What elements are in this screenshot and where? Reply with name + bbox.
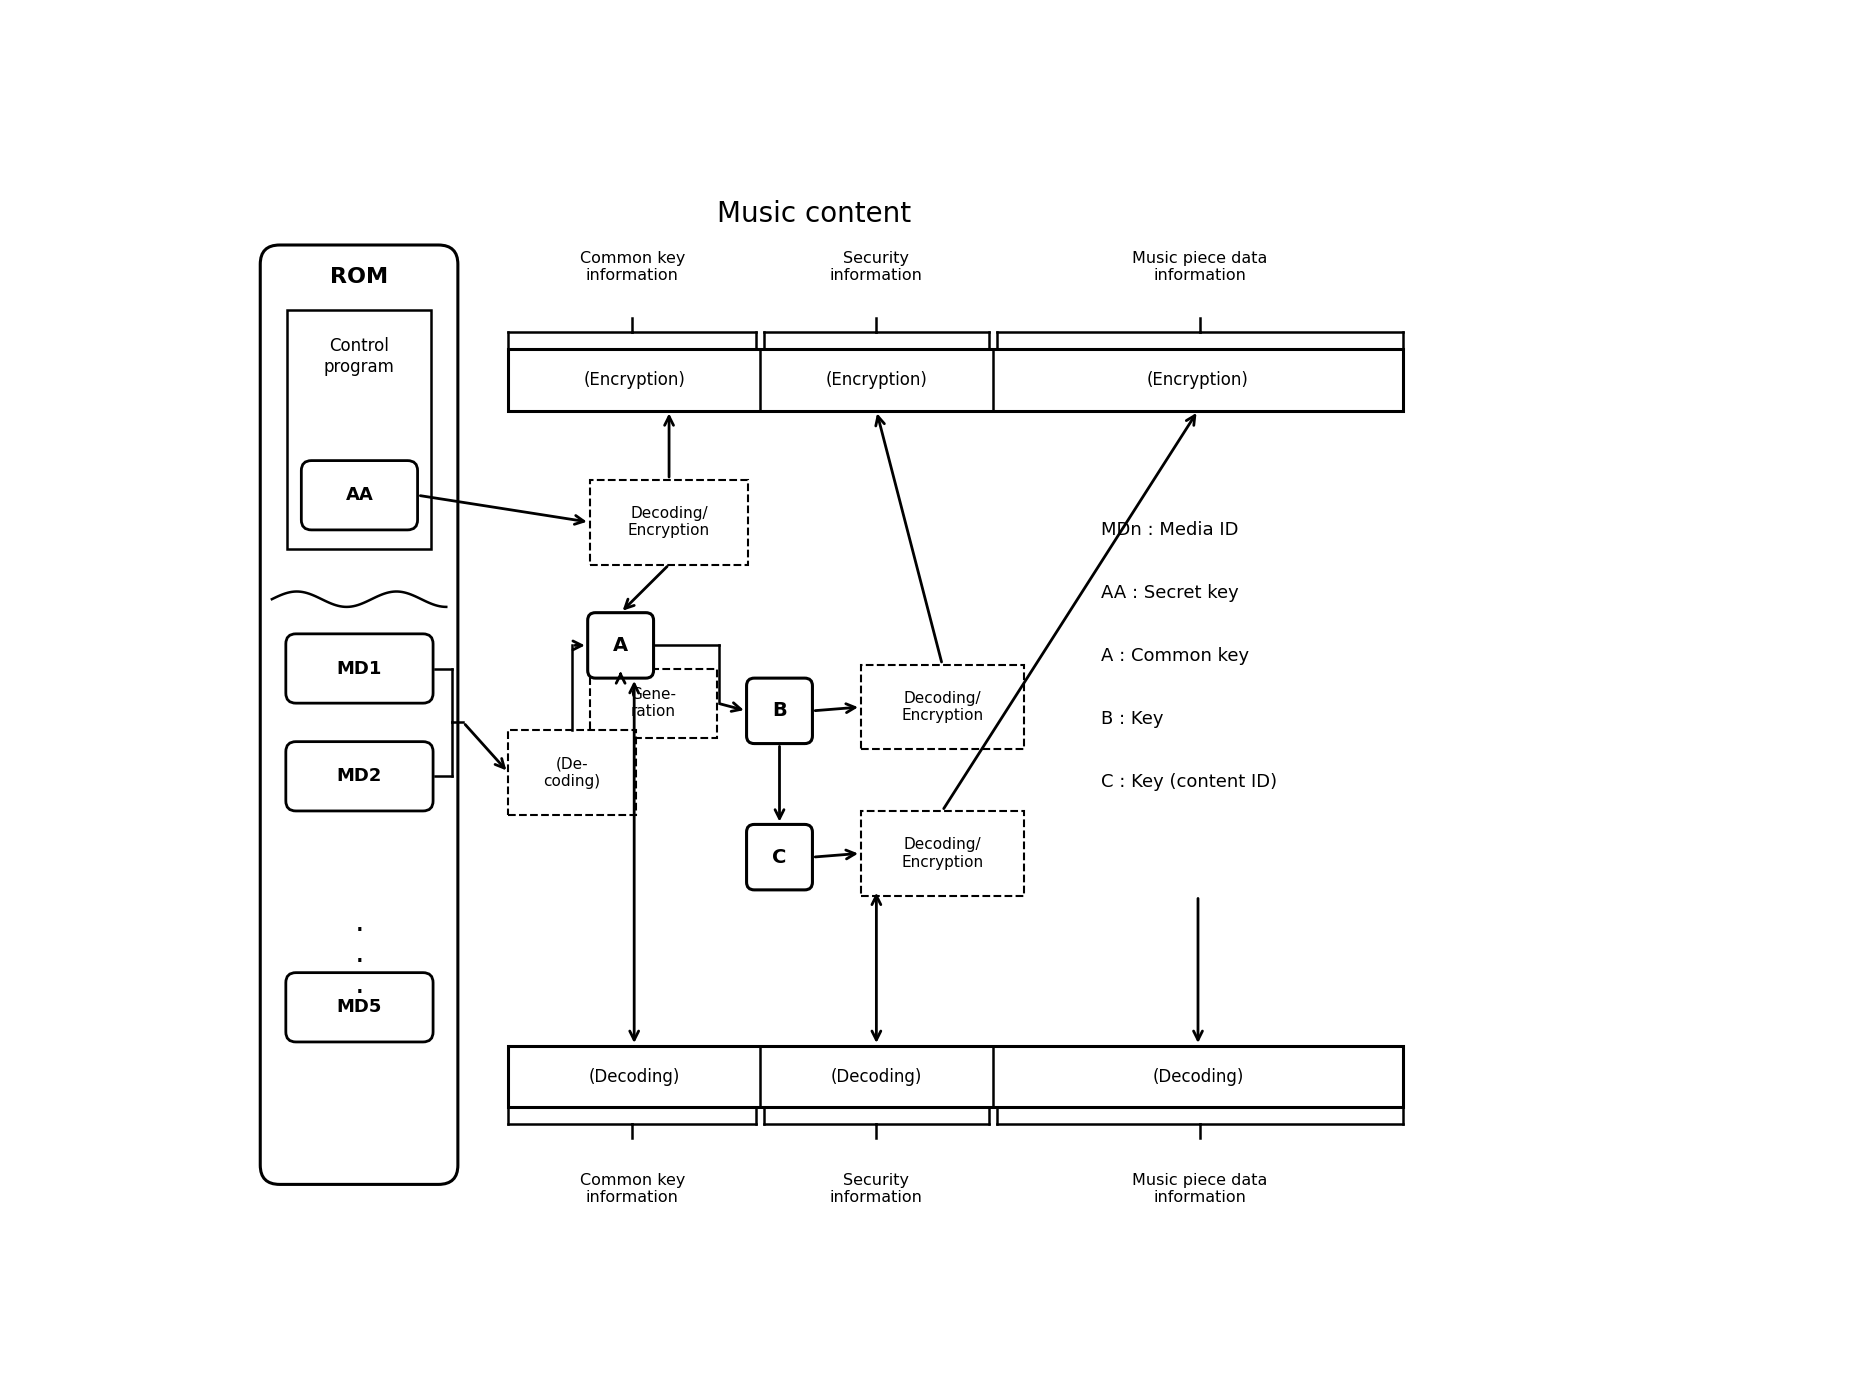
FancyBboxPatch shape [746,825,813,890]
Text: Gene-
ration: Gene- ration [630,687,677,720]
Text: B: B [772,701,787,721]
Bar [861,665,1023,749]
FancyBboxPatch shape [587,613,652,678]
Text: C: C [772,847,787,867]
Bar [509,731,636,815]
FancyBboxPatch shape [746,678,813,743]
Text: Decoding/
Encryption: Decoding/ Encryption [628,505,710,539]
Text: (Decoding): (Decoding) [1152,1068,1243,1085]
Text: Music piece data
information: Music piece data information [1131,1173,1268,1205]
Text: Security
information: Security information [829,1173,923,1205]
Text: (Encryption): (Encryption) [826,371,926,389]
Text: AA: AA [345,486,373,504]
FancyBboxPatch shape [285,742,432,811]
Text: A: A [613,636,628,655]
Text: (De-
coding): (De- coding) [542,756,600,788]
Text: Music piece data
information: Music piece data information [1131,251,1268,283]
FancyBboxPatch shape [285,973,432,1042]
Text: (Encryption): (Encryption) [583,371,684,389]
Text: AA : Secret key: AA : Secret key [1100,584,1238,602]
Text: MDn : Media ID: MDn : Media ID [1100,521,1238,539]
Bar [287,311,431,549]
Text: Decoding/
Encryption: Decoding/ Encryption [900,690,982,724]
Text: MD5: MD5 [337,998,382,1016]
Text: .: . [354,939,363,967]
Text: MD2: MD2 [337,767,382,785]
Text: .: . [354,909,363,937]
Text: (Decoding): (Decoding) [589,1068,680,1085]
Text: MD1: MD1 [337,659,382,678]
Bar [589,669,718,738]
Text: C : Key (content ID): C : Key (content ID) [1100,773,1277,791]
Text: Common key
information: Common key information [580,251,684,283]
Bar [861,811,1023,896]
Text: (Encryption): (Encryption) [1146,371,1249,389]
Text: (Decoding): (Decoding) [829,1068,921,1085]
Text: ROM: ROM [330,267,388,287]
FancyBboxPatch shape [261,245,459,1184]
Text: B : Key: B : Key [1100,710,1163,728]
Text: Common key
information: Common key information [580,1173,684,1205]
Text: A : Common key: A : Common key [1100,647,1249,665]
Text: Decoding/
Encryption: Decoding/ Encryption [900,837,982,869]
Bar [509,1046,1402,1107]
FancyBboxPatch shape [285,634,432,703]
Text: .: . [354,970,363,998]
Text: Music content: Music content [718,200,911,228]
FancyBboxPatch shape [302,461,418,529]
Bar [589,480,747,564]
Bar [509,349,1402,410]
Text: Security
information: Security information [829,251,923,283]
Text: Control
program: Control program [324,337,395,377]
